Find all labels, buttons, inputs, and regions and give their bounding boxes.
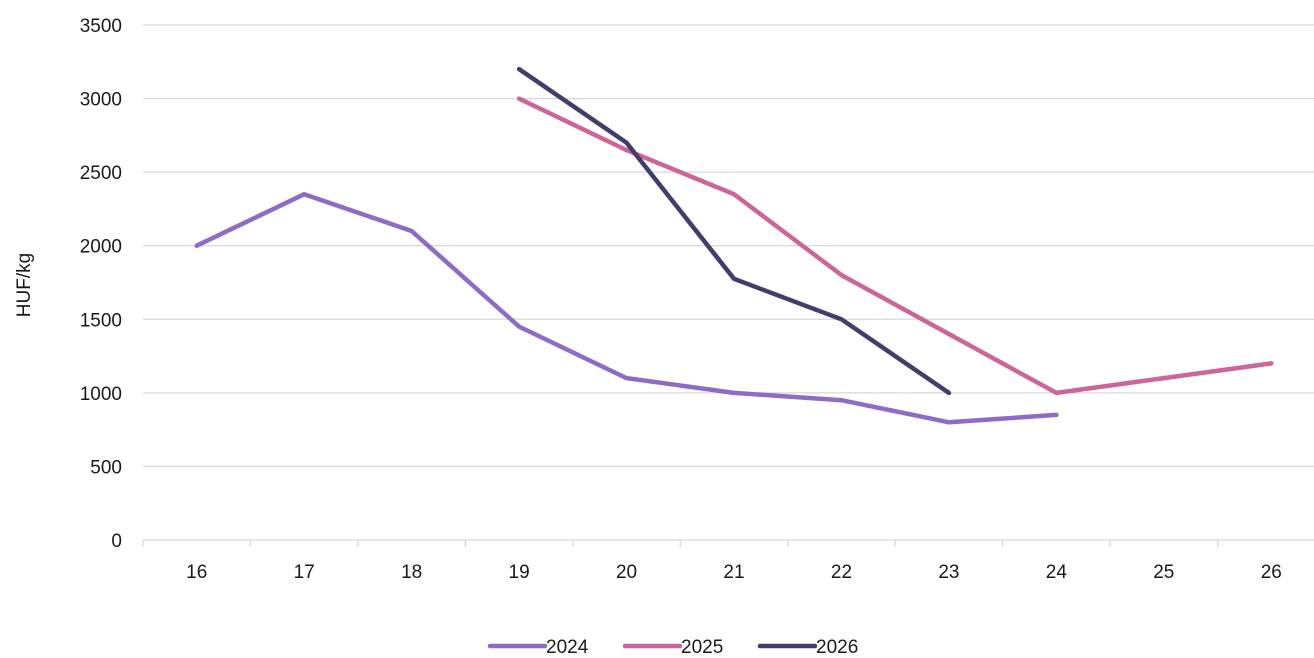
series-line-2026 <box>516 66 952 396</box>
x-tick-label: 23 <box>938 562 959 583</box>
legend-label-2026: 2026 <box>816 637 858 658</box>
x-tick-label: 22 <box>831 562 852 583</box>
x-tick-label: 20 <box>616 562 637 583</box>
legend-label-2025: 2025 <box>681 637 723 658</box>
x-tick-label: 18 <box>401 562 422 583</box>
x-tick-label: 21 <box>723 562 744 583</box>
y-tick-label: 0 <box>111 531 122 552</box>
y-tick-label: 500 <box>90 457 122 478</box>
x-tick-label: 17 <box>294 562 315 583</box>
x-axis-ticks: 16 17 18 19 20 21 22 23 24 25 26 <box>186 562 1282 583</box>
x-tick-label: 26 <box>1261 562 1282 583</box>
series-line-2024 <box>194 191 1059 425</box>
x-tick-label: 24 <box>1046 562 1068 583</box>
y-tick-label: 3500 <box>80 16 122 37</box>
y-tick-label: 2000 <box>80 237 122 258</box>
x-tick-label: 16 <box>186 562 207 583</box>
x-axis <box>142 539 1314 547</box>
series-line-2025 <box>516 96 1274 396</box>
grid-lines <box>143 24 1314 468</box>
y-axis-title: HUF/kg <box>14 253 35 317</box>
series-lines <box>194 66 1274 425</box>
y-tick-label: 3000 <box>80 90 122 111</box>
y-tick-label: 1000 <box>80 384 122 405</box>
y-tick-label: 2500 <box>80 163 122 184</box>
y-axis-ticks: 0 500 1000 1500 2000 2500 3000 3500 <box>80 16 122 552</box>
y-tick-label: 1500 <box>80 310 122 331</box>
legend: 2024 2025 2026 <box>487 637 858 658</box>
x-tick-label: 19 <box>509 562 530 583</box>
x-tick-label: 25 <box>1153 562 1174 583</box>
legend-label-2024: 2024 <box>546 637 589 658</box>
